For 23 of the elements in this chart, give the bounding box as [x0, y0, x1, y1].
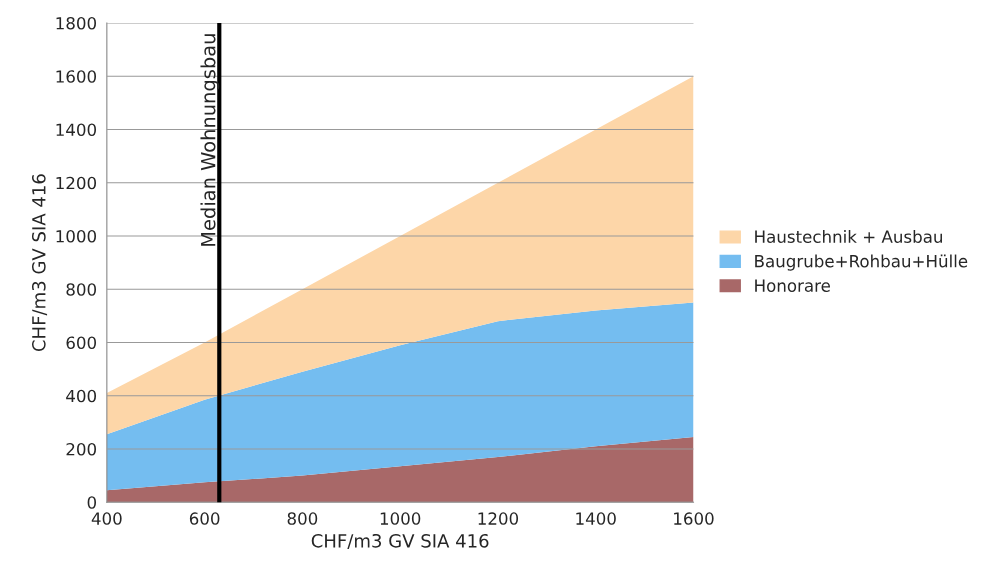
x-tick-label: 800: [287, 512, 318, 525]
y-axis-title: CHF/m3 GV SIA 416: [32, 174, 48, 352]
y-tick-label: 200: [66, 442, 97, 456]
y-tick-label: 1400: [56, 123, 97, 137]
y-tick-label: 1800: [56, 16, 97, 30]
y-tick-label: 0: [87, 496, 97, 509]
legend-label: Haustechnik + Ausbau: [755, 230, 942, 243]
y-tick-label: 600: [66, 336, 97, 350]
x-tick-label: 600: [189, 512, 220, 525]
x-tick-label: 1400: [576, 512, 616, 525]
x-axis-title: CHF/m3 GV SIA 416: [311, 533, 489, 550]
ref-line-label: Median Wohnungsbau: [200, 34, 220, 246]
x-tick-label: 400: [91, 512, 122, 525]
legend-label: Baugrube+Rohbau+Hülle: [755, 254, 968, 271]
y-tick-label: 800: [66, 283, 97, 296]
x-tick-label: 1600: [674, 512, 714, 525]
x-tick-label: 1200: [478, 512, 519, 525]
y-tick-label: 400: [66, 389, 97, 403]
x-tick-label: 1000: [380, 512, 421, 525]
y-tick-label: 1600: [56, 70, 97, 83]
y-tick-label: 1000: [56, 229, 97, 243]
y-tick-label: 1200: [56, 176, 97, 190]
legend-label: Honorare: [755, 279, 830, 292]
